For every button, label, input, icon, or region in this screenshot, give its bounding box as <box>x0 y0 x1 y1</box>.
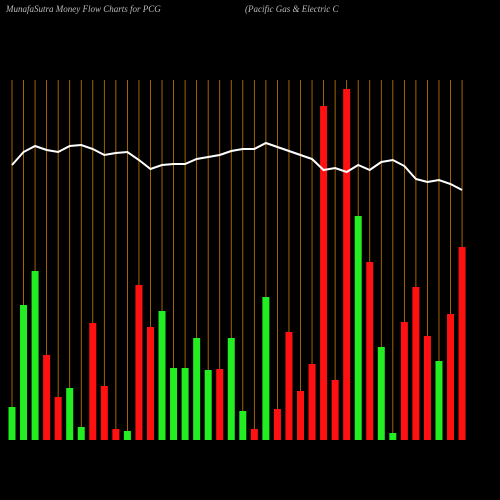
bar <box>135 285 143 440</box>
bar <box>54 397 62 440</box>
bar <box>31 271 39 440</box>
bar <box>435 361 443 440</box>
bar <box>366 262 374 440</box>
bar <box>285 332 293 440</box>
chart-title: MunafaSutra Money Flow Charts for PCG <box>5 4 161 14</box>
bar <box>423 336 431 440</box>
chart-subtitle: (Pacific Gas & Electric C <box>245 4 339 14</box>
bar <box>273 409 281 440</box>
bar <box>250 429 258 440</box>
bar <box>123 431 131 440</box>
bar <box>308 364 316 440</box>
bar <box>400 322 408 440</box>
money-flow-line <box>11 141 463 191</box>
bar <box>66 388 74 440</box>
bar <box>458 247 466 440</box>
bar <box>343 89 351 440</box>
bar <box>170 368 178 440</box>
bar <box>447 314 455 440</box>
bar <box>8 407 16 440</box>
bar <box>77 427 85 440</box>
bar <box>89 323 97 440</box>
bar <box>43 355 51 440</box>
bar <box>297 391 304 440</box>
bar <box>204 370 212 440</box>
bar <box>354 216 362 440</box>
bar <box>262 297 270 440</box>
bar <box>320 106 328 440</box>
bar <box>146 327 154 440</box>
bar <box>389 433 397 440</box>
bar <box>239 411 247 440</box>
bar <box>20 305 28 440</box>
bar <box>100 386 108 440</box>
bar <box>158 311 166 440</box>
bar <box>412 287 420 440</box>
bar <box>112 429 120 440</box>
bar <box>377 347 385 440</box>
bar <box>181 368 189 440</box>
bar <box>216 369 224 440</box>
bar <box>227 338 235 440</box>
bar <box>331 380 339 440</box>
bar <box>193 338 201 440</box>
